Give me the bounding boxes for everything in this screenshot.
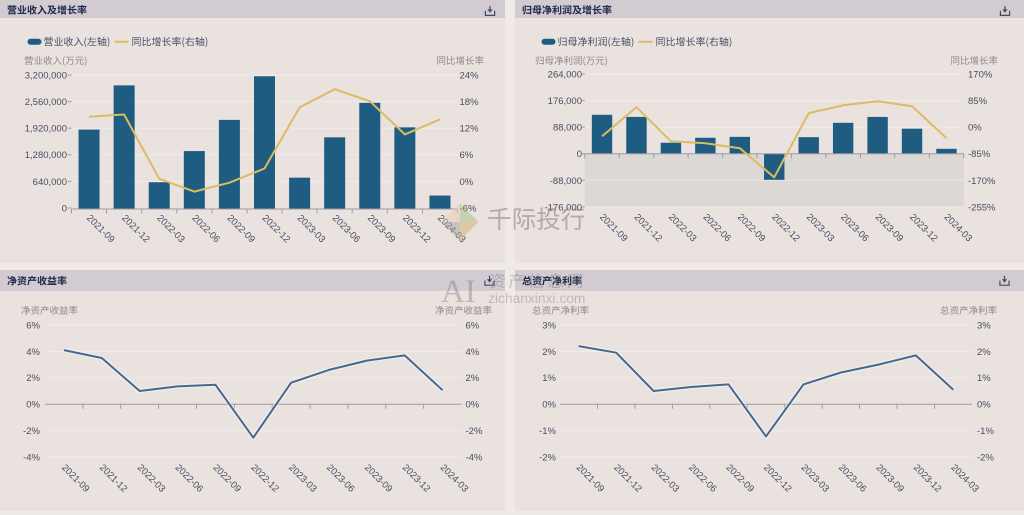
svg-text:88,000: 88,000 xyxy=(553,123,582,134)
svg-text:2%: 2% xyxy=(26,373,40,384)
svg-text:4%: 4% xyxy=(466,347,480,358)
svg-text:1%: 1% xyxy=(977,373,991,384)
svg-text:1%: 1% xyxy=(542,373,556,384)
svg-text:3%: 3% xyxy=(977,320,991,331)
svg-text:-6%: -6% xyxy=(460,203,477,214)
svg-text:12%: 12% xyxy=(460,124,480,135)
svg-text:0%: 0% xyxy=(26,400,40,411)
svg-text:170%: 170% xyxy=(968,69,993,80)
svg-text:3,200,000: 3,200,000 xyxy=(25,70,67,81)
svg-text:-170%: -170% xyxy=(968,176,996,187)
svg-text:0%: 0% xyxy=(542,400,556,411)
svg-text:-85%: -85% xyxy=(968,149,991,160)
svg-text:2%: 2% xyxy=(466,373,480,384)
svg-text:2%: 2% xyxy=(977,347,991,358)
svg-text:AI: AI xyxy=(441,274,476,310)
svg-text:6%: 6% xyxy=(460,150,474,161)
svg-text:-2%: -2% xyxy=(23,426,40,437)
svg-text:-2%: -2% xyxy=(977,452,994,463)
svg-text:176,000: 176,000 xyxy=(548,96,582,107)
svg-text:-2%: -2% xyxy=(466,426,483,437)
svg-text:0%: 0% xyxy=(460,177,474,188)
svg-text:-176,000: -176,000 xyxy=(544,202,582,213)
svg-text:0%: 0% xyxy=(977,400,991,411)
svg-text:-4%: -4% xyxy=(23,452,40,463)
svg-text:0: 0 xyxy=(577,149,582,160)
svg-text:-2%: -2% xyxy=(539,452,556,463)
svg-text:2%: 2% xyxy=(542,347,556,358)
svg-text:24%: 24% xyxy=(460,70,480,81)
svg-text:2,560,000: 2,560,000 xyxy=(25,97,67,108)
svg-text:0%: 0% xyxy=(968,123,982,134)
svg-text:-255%: -255% xyxy=(968,202,996,213)
svg-text:1,280,000: 1,280,000 xyxy=(25,150,67,161)
svg-text:0%: 0% xyxy=(466,400,480,411)
svg-text:-1%: -1% xyxy=(977,426,994,437)
svg-text:0: 0 xyxy=(62,203,67,214)
svg-text:zichanxinxi.com: zichanxinxi.com xyxy=(488,291,585,306)
svg-text:264,000: 264,000 xyxy=(548,69,582,80)
svg-text:3%: 3% xyxy=(542,320,556,331)
svg-text:-88,000: -88,000 xyxy=(550,176,582,187)
svg-text:4%: 4% xyxy=(26,347,40,358)
svg-text:1,920,000: 1,920,000 xyxy=(25,124,67,135)
svg-text:6%: 6% xyxy=(466,320,480,331)
svg-text:-1%: -1% xyxy=(539,426,556,437)
svg-text:-4%: -4% xyxy=(466,452,483,463)
svg-text:85%: 85% xyxy=(968,96,988,107)
svg-text:6%: 6% xyxy=(26,320,40,331)
svg-text:640,000: 640,000 xyxy=(33,177,67,188)
svg-text:18%: 18% xyxy=(460,97,480,108)
